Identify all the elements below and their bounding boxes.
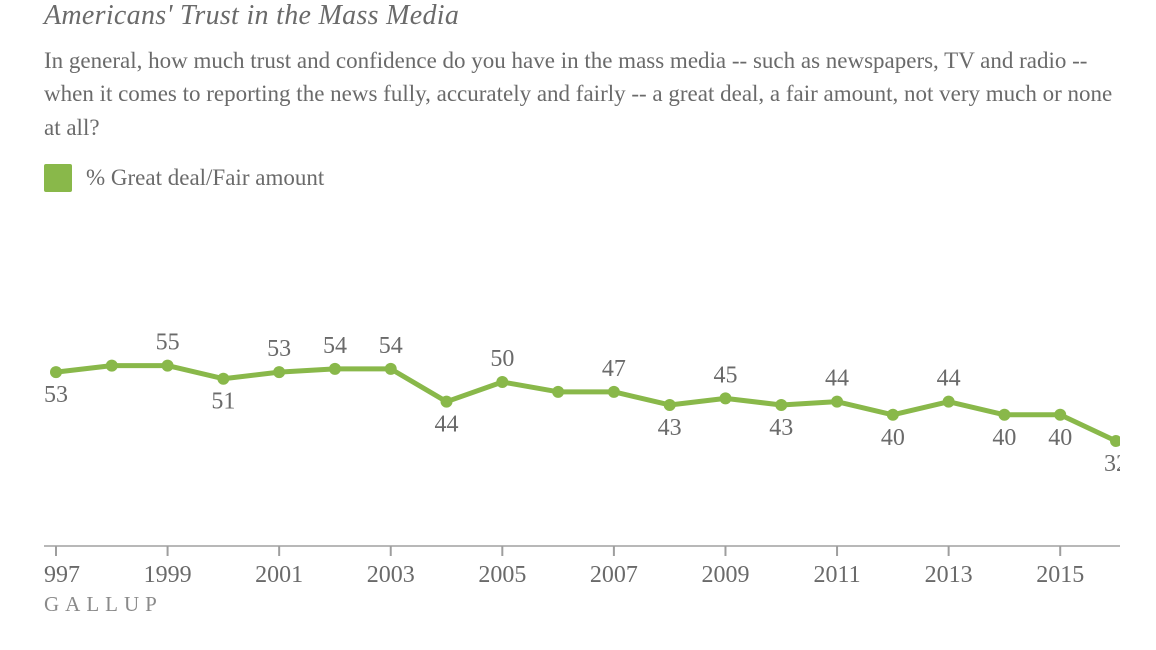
x-axis-label: 2003 [367,562,415,588]
x-axis-label: 2001 [255,562,303,588]
data-label: 44 [825,366,849,392]
x-axis-label: 2013 [925,562,973,588]
legend: % Great deal/Fair amount [44,164,1120,192]
data-label: 40 [1048,425,1072,451]
source-label: GALLUP [44,592,1120,617]
chart-svg: 1997 1999 2001 2003 2005 2007 2009 2011 2013 2015… [44,198,1120,588]
data-label: 54 [323,333,347,359]
data-label: 50 [490,346,514,372]
data-label: 40 [881,425,905,451]
chart-subtitle: In general, how much trust and confidenc… [44,44,1120,144]
x-axis-label: 2011 [813,562,860,588]
legend-swatch [44,164,72,192]
data-label: 54 [379,333,403,359]
chart-title: Americans' Trust in the Mass Media [44,0,1120,32]
data-label: 40 [992,425,1016,451]
data-label: 53 [267,336,291,362]
legend-label: % Great deal/Fair amount [86,165,324,191]
x-axis-label: 1999 [144,562,192,588]
data-label: 43 [769,415,793,441]
x-axis-label: 2009 [701,562,749,588]
data-label: 44 [435,412,459,438]
data-label: 47 [602,356,626,382]
x-axis-label: 2007 [590,562,638,588]
data-label: 44 [937,366,961,392]
data-label: 32 [1104,451,1120,477]
data-label: 53 [44,382,68,408]
x-axis-label: 1997 [44,562,80,588]
data-label: 45 [713,362,737,388]
x-axis-label: 2005 [478,562,526,588]
data-label: 51 [211,389,235,415]
data-label: 43 [658,415,682,441]
line-chart: 1997 1999 2001 2003 2005 2007 2009 2011 2013 2015… [44,198,1120,588]
data-label: 55 [156,330,180,356]
x-axis-label: 2015 [1036,562,1084,588]
